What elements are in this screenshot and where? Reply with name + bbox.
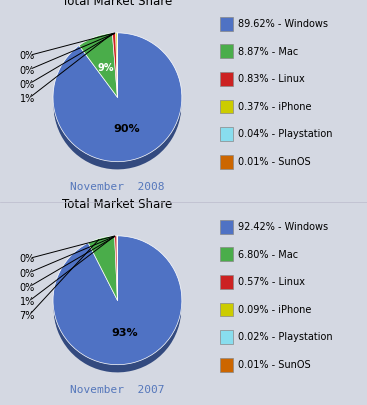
Wedge shape <box>54 239 181 366</box>
Wedge shape <box>112 41 117 105</box>
Text: 0%: 0% <box>19 268 35 278</box>
Wedge shape <box>54 237 181 364</box>
Wedge shape <box>54 244 181 371</box>
Wedge shape <box>115 244 117 307</box>
Wedge shape <box>112 34 117 98</box>
Wedge shape <box>54 242 181 369</box>
Wedge shape <box>54 38 181 165</box>
Wedge shape <box>88 242 117 305</box>
Wedge shape <box>54 36 181 163</box>
Wedge shape <box>80 36 117 100</box>
Text: 1%: 1% <box>19 94 35 104</box>
Wedge shape <box>112 38 117 101</box>
Wedge shape <box>53 236 182 365</box>
Wedge shape <box>116 34 117 98</box>
Text: 6.80% - Mac: 6.80% - Mac <box>238 249 298 259</box>
Text: 0.04% - Playstation: 0.04% - Playstation <box>238 129 332 139</box>
Text: 0%: 0% <box>19 282 35 292</box>
Wedge shape <box>115 242 117 305</box>
Wedge shape <box>115 240 117 304</box>
Wedge shape <box>88 237 117 301</box>
Title: Total Market Share: Total Market Share <box>62 198 172 211</box>
Wedge shape <box>54 39 181 166</box>
Wedge shape <box>112 34 117 98</box>
Text: 1%: 1% <box>19 296 35 306</box>
Text: 0%: 0% <box>19 51 35 61</box>
Text: 0%: 0% <box>19 254 35 264</box>
Wedge shape <box>112 43 117 107</box>
Wedge shape <box>115 236 117 301</box>
Wedge shape <box>80 43 117 107</box>
Text: 0.57% - Linux: 0.57% - Linux <box>238 277 305 286</box>
Wedge shape <box>80 35 117 98</box>
Text: 0%: 0% <box>19 66 35 75</box>
Wedge shape <box>115 239 117 302</box>
Wedge shape <box>88 240 117 304</box>
Wedge shape <box>54 240 181 367</box>
Wedge shape <box>80 41 117 105</box>
Wedge shape <box>116 41 117 105</box>
Text: 0.09% - iPhone: 0.09% - iPhone <box>238 304 311 314</box>
Text: November  2008: November 2008 <box>70 182 165 192</box>
Text: 92.42% - Windows: 92.42% - Windows <box>238 222 328 231</box>
Wedge shape <box>115 245 117 309</box>
Text: 0.02% - Playstation: 0.02% - Playstation <box>238 332 333 341</box>
Text: 90%: 90% <box>113 124 140 134</box>
Wedge shape <box>88 237 117 301</box>
Text: 0.37% - iPhone: 0.37% - iPhone <box>238 102 311 111</box>
Wedge shape <box>54 41 181 168</box>
Wedge shape <box>116 43 117 107</box>
Title: Total Market Share: Total Market Share <box>62 0 172 8</box>
Text: 0.83% - Linux: 0.83% - Linux <box>238 74 305 84</box>
Text: 7%: 7% <box>19 310 35 320</box>
Wedge shape <box>112 36 117 100</box>
Text: 0%: 0% <box>19 79 35 90</box>
Text: 93%: 93% <box>111 327 138 337</box>
Text: November  2007: November 2007 <box>70 384 165 394</box>
Text: 8.87% - Mac: 8.87% - Mac <box>238 47 298 56</box>
Wedge shape <box>116 36 117 100</box>
Wedge shape <box>115 237 117 301</box>
Wedge shape <box>53 34 182 162</box>
Text: 0.01% - SunOS: 0.01% - SunOS <box>238 157 310 166</box>
Wedge shape <box>80 38 117 101</box>
Wedge shape <box>112 39 117 103</box>
Wedge shape <box>54 34 181 162</box>
Wedge shape <box>116 39 117 103</box>
Wedge shape <box>79 34 117 98</box>
Wedge shape <box>80 40 117 103</box>
Text: 89.62% - Windows: 89.62% - Windows <box>238 19 328 29</box>
Wedge shape <box>88 245 117 309</box>
Wedge shape <box>116 38 117 101</box>
Wedge shape <box>54 43 181 170</box>
Wedge shape <box>54 245 181 373</box>
Text: 0.01% - SunOS: 0.01% - SunOS <box>238 359 310 369</box>
Wedge shape <box>88 244 117 307</box>
Text: 9%: 9% <box>98 63 115 73</box>
Wedge shape <box>88 239 117 302</box>
Wedge shape <box>116 34 117 98</box>
